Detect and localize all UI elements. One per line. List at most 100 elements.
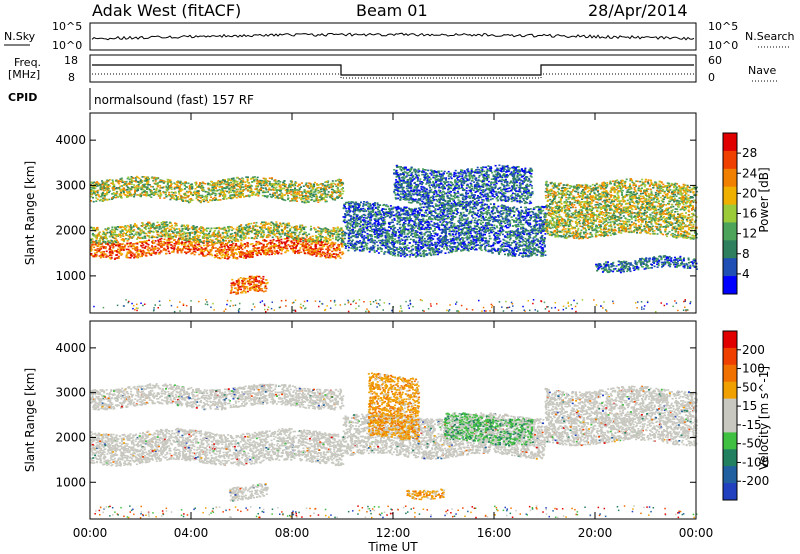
power-echo-cell <box>93 227 95 229</box>
power-echo-cell <box>258 250 260 252</box>
power-echo-cell <box>91 244 93 246</box>
power-echo-cell <box>303 244 305 246</box>
power-echo-cell <box>163 249 165 251</box>
power-echo-cell <box>315 244 317 246</box>
power-echo-cell <box>179 238 181 240</box>
power-echo-cell <box>195 248 197 250</box>
power-echo-cell <box>234 257 236 259</box>
power-echo-cell <box>168 238 170 240</box>
power-echo-cell <box>146 235 148 237</box>
power-echo-cell <box>91 246 93 248</box>
power-echo-cell <box>342 253 344 255</box>
power-echo-cell <box>311 251 313 253</box>
power-echo-cell <box>198 245 200 247</box>
power-echo-cell <box>137 257 139 259</box>
power-echo-cell <box>178 228 180 230</box>
power-echo-cell <box>194 254 196 256</box>
power-echo-cell <box>246 256 248 258</box>
power-echo-cell <box>155 240 157 242</box>
power-echo-cell <box>168 244 170 246</box>
power-echo-cell <box>112 245 114 247</box>
freq-strip-frame <box>90 55 696 82</box>
power-echo-cell <box>249 257 251 259</box>
power-echo-cell <box>286 248 288 250</box>
power-echo-cell <box>148 252 150 254</box>
power-echo-cell <box>227 246 229 248</box>
power-echo-cell <box>183 248 185 250</box>
power-echo-cell <box>160 245 162 247</box>
power-echo-cell <box>118 256 120 258</box>
power-echo-cell <box>161 246 163 248</box>
power-echo-cell <box>245 246 247 248</box>
power-echo-cell <box>219 234 221 236</box>
power-echo-cell <box>102 241 104 243</box>
power-echo-cell <box>225 237 227 239</box>
power-echo-cell <box>209 231 211 233</box>
power-echo-cell <box>139 256 141 258</box>
power-echo-cell <box>114 258 116 260</box>
power-echo-cell <box>135 243 137 245</box>
power-echo-cell <box>164 239 166 241</box>
power-echo-cell <box>120 227 122 229</box>
power-echo-cell <box>242 249 244 251</box>
power-echo-cell <box>241 254 243 256</box>
power-echo-cell <box>218 252 220 254</box>
power-echo-cell <box>228 256 230 258</box>
power-echo-cell <box>138 250 140 252</box>
power-echo-cell <box>223 249 225 251</box>
power-echo-cell <box>322 246 324 248</box>
power-echo-cell <box>270 246 272 248</box>
power-echo-cell <box>227 258 229 260</box>
power-echo-cell <box>142 254 144 256</box>
power-echo-cell <box>122 243 124 245</box>
power-echo-cell <box>307 246 309 248</box>
power-echo-cell <box>209 251 211 253</box>
power-echo-cell <box>155 252 157 254</box>
power-echo-cell <box>169 242 171 244</box>
nave-label: Nave <box>748 64 776 77</box>
nsky-tick-top: 10^5 <box>52 20 82 33</box>
power-echo-cell <box>321 242 323 244</box>
nave-tick-top: 60 <box>708 54 722 67</box>
power-echo-cell <box>185 246 187 248</box>
power-echo-cell <box>284 238 286 240</box>
power-echo-cell <box>229 249 231 251</box>
power-echo-cell <box>116 250 118 252</box>
power-echo-cell <box>247 245 249 247</box>
power-echo-cell <box>250 243 252 245</box>
power-echo-cell <box>194 244 196 246</box>
power-echo-cell <box>336 248 338 250</box>
power-echo-cell <box>126 253 128 255</box>
power-echo-cell <box>268 248 270 250</box>
power-echo-cell <box>170 238 172 240</box>
power-echo-cell <box>222 257 224 259</box>
power-echo-cell <box>286 246 288 248</box>
power-echo-cell <box>275 251 277 253</box>
power-echo-cell <box>177 246 179 248</box>
power-echo-cell <box>238 251 240 253</box>
power-echo-cell <box>178 240 180 242</box>
power-echo-cell <box>274 248 276 250</box>
power-echo-cell <box>231 251 233 253</box>
power-echo-cell <box>160 251 162 253</box>
power-echo-cell <box>94 252 96 254</box>
power-echo-cell <box>323 253 325 255</box>
power-echo-cell <box>241 252 243 254</box>
power-echo-cell <box>157 250 159 252</box>
power-echo-cell <box>251 251 253 253</box>
power-echo-cell <box>239 255 241 257</box>
power-echo-cell <box>226 254 228 256</box>
power-echo-cell <box>114 250 116 252</box>
power-echo-cell <box>132 243 134 245</box>
power-echo-cell <box>286 250 288 252</box>
power-echo-cell <box>95 256 97 258</box>
power-echo-cell <box>123 249 125 251</box>
power-echo-cell <box>220 255 222 257</box>
power-echo-cell <box>158 228 160 230</box>
power-echo-cell <box>116 240 118 242</box>
power-echo-cell <box>334 242 336 244</box>
power-echo-cell <box>121 253 123 255</box>
power-echo-cell <box>201 247 203 249</box>
power-echo-cell <box>235 243 237 245</box>
power-echo-cell <box>187 235 189 237</box>
